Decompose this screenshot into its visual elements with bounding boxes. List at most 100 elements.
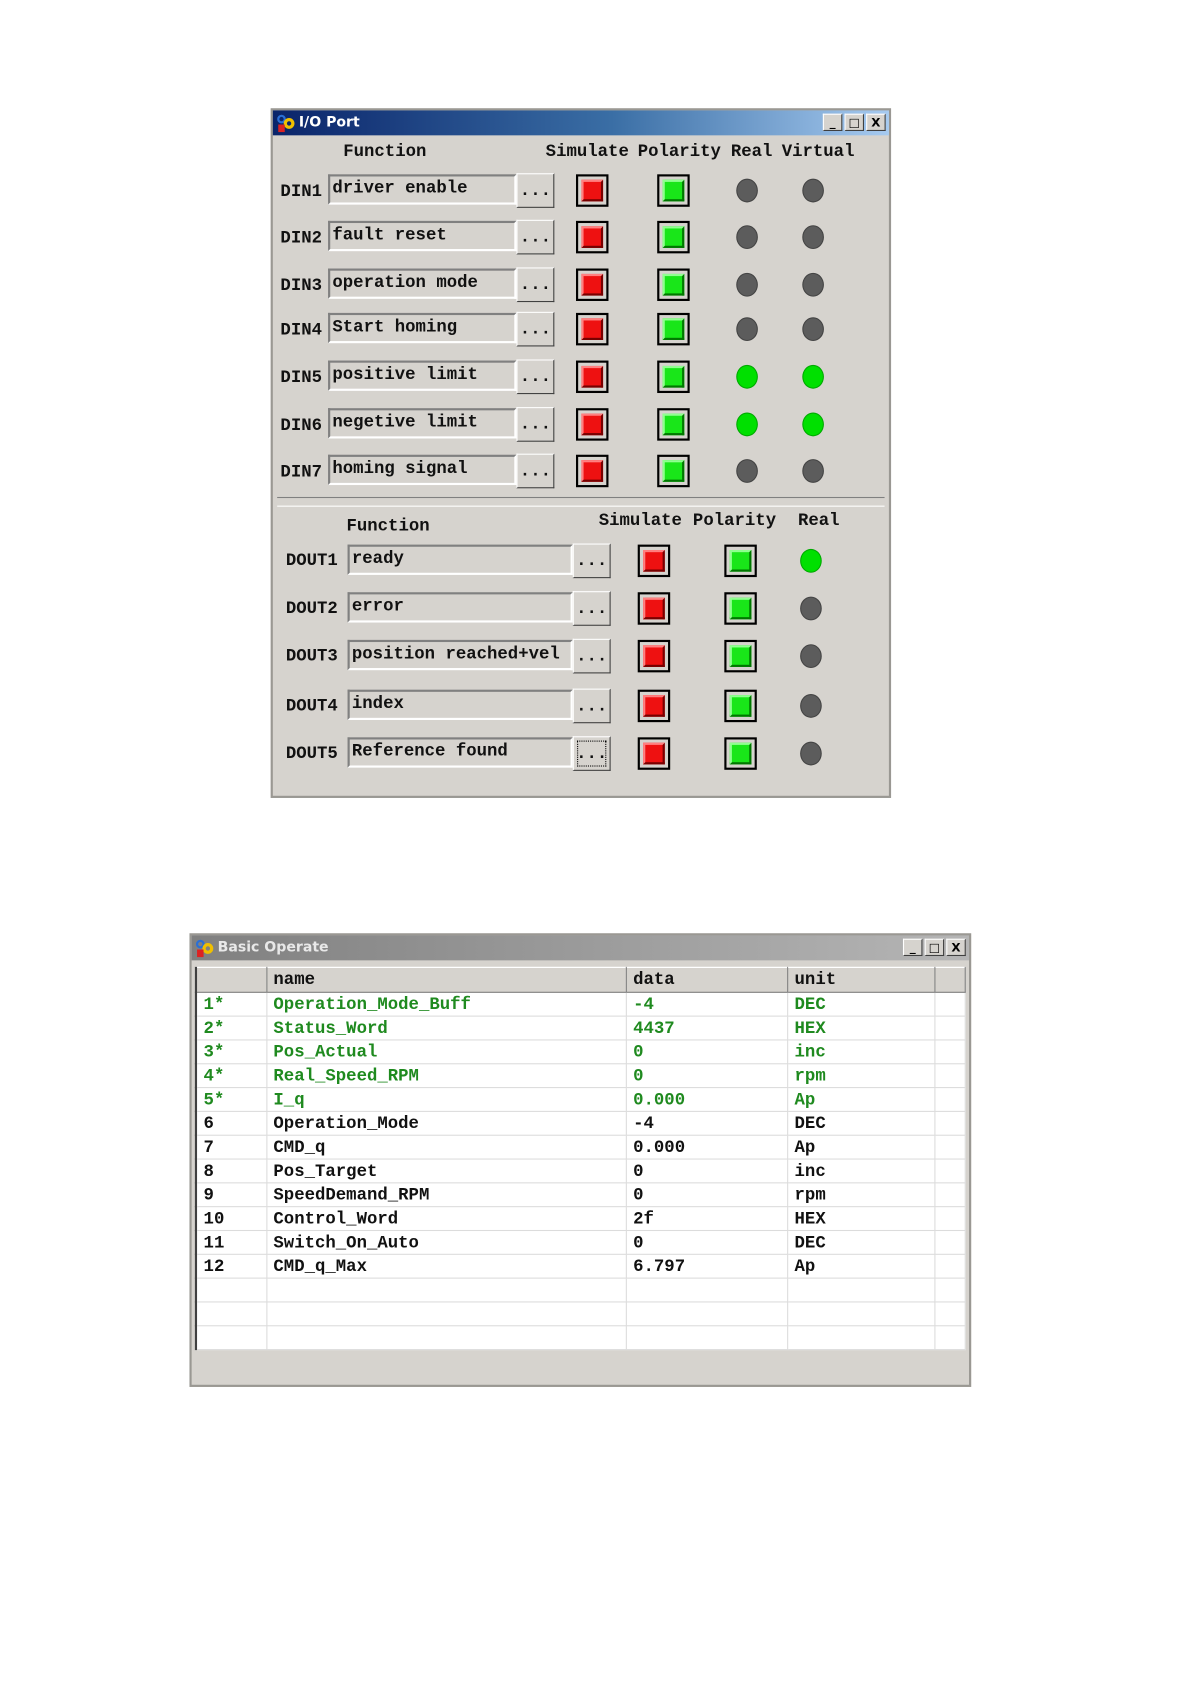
din-header-real: Real	[730, 141, 773, 162]
parameter-data[interactable]: 0.000	[625, 1134, 789, 1160]
parameter-data[interactable]: 0	[625, 1158, 789, 1184]
polarity-indicator	[729, 597, 752, 620]
dout-function-field[interactable]: Reference found	[347, 737, 573, 768]
din-real-led	[736, 272, 758, 297]
din-function-browse-button[interactable]: ...	[516, 219, 555, 255]
din-function-field[interactable]: negetive limit	[328, 408, 517, 439]
parameter-unit: inc	[786, 1158, 936, 1184]
parameter-data[interactable]: 0	[625, 1229, 789, 1255]
table-row[interactable]: 12 CMD_q_Max 6.797 Ap	[195, 1253, 966, 1279]
column-header-index[interactable]	[195, 966, 267, 993]
din-simulate-toggle[interactable]	[575, 174, 609, 207]
din-simulate-toggle[interactable]	[575, 360, 609, 394]
dout-polarity-toggle[interactable]	[724, 639, 757, 673]
dout-function-field[interactable]: index	[347, 689, 573, 720]
row-index: 6	[195, 1110, 267, 1136]
dout-simulate-toggle[interactable]	[637, 544, 671, 578]
table-row[interactable]: 4* Real_Speed_RPM 0 rpm	[195, 1063, 966, 1089]
din-function-field[interactable]: driver enable	[328, 174, 517, 205]
din-polarity-toggle[interactable]	[657, 408, 690, 441]
row-extra	[934, 1182, 966, 1208]
table-row[interactable]: 1* Operation_Mode_Buff -4 DEC	[195, 991, 966, 1017]
dout-function-browse-button[interactable]: ...	[572, 591, 611, 626]
dout-function-field[interactable]: position reached+vel	[347, 639, 573, 671]
din-polarity-toggle[interactable]	[657, 220, 690, 254]
table-row[interactable]: 5* I_q 0.000 Ap	[195, 1087, 966, 1112]
dout-simulate-toggle[interactable]	[637, 689, 671, 723]
io-port-titlebar[interactable]: I/O Port _ □ X	[272, 110, 889, 136]
parameter-data[interactable]: 0.000	[625, 1087, 789, 1112]
table-row[interactable]: 7 CMD_q 0.000 Ap	[195, 1134, 966, 1160]
polarity-indicator	[729, 695, 752, 717]
din-function-browse-button[interactable]: ...	[516, 453, 555, 489]
column-header-unit[interactable]: unit	[786, 966, 936, 993]
parameter-data[interactable]: 0	[625, 1039, 789, 1065]
dout-simulate-toggle[interactable]	[637, 737, 671, 770]
din-simulate-toggle[interactable]	[575, 408, 609, 441]
parameter-data[interactable]: 0	[625, 1063, 789, 1089]
din-polarity-toggle[interactable]	[657, 312, 690, 346]
din-simulate-toggle[interactable]	[575, 454, 609, 488]
maximize-button[interactable]: □	[924, 938, 945, 957]
din-function-browse-button[interactable]: ...	[516, 173, 555, 208]
din-polarity-toggle[interactable]	[657, 360, 690, 394]
din-function-field[interactable]: positive limit	[328, 360, 517, 391]
dout-function-browse-button[interactable]: ...	[572, 638, 611, 674]
parameter-name: I_q	[265, 1087, 627, 1112]
close-button[interactable]: X	[866, 113, 886, 132]
basic-operate-titlebar[interactable]: Basic Operate _ □ X	[191, 935, 970, 961]
table-row[interactable]: 9 SpeedDemand_RPM 0 rpm	[195, 1182, 966, 1208]
din-function-browse-button[interactable]: ...	[516, 359, 555, 395]
dout-function-browse-button[interactable]: ...	[572, 543, 611, 579]
din-function-field[interactable]: homing signal	[328, 454, 517, 486]
parameter-data[interactable]: -4	[625, 991, 789, 1017]
din-simulate-toggle[interactable]	[575, 268, 609, 301]
table-row[interactable]: 11 Switch_On_Auto 0 DEC	[195, 1229, 966, 1255]
dout-polarity-toggle[interactable]	[724, 592, 757, 625]
table-row[interactable]: 10 Control_Word 2f HEX	[195, 1206, 966, 1232]
table-row[interactable]: 8 Pos_Target 0 inc	[195, 1158, 966, 1184]
column-header-name[interactable]: name	[265, 966, 627, 993]
din-polarity-toggle[interactable]	[657, 454, 690, 488]
empty-cell	[625, 1325, 789, 1351]
dout-polarity-toggle[interactable]	[724, 544, 757, 578]
row-extra	[934, 1087, 966, 1112]
parameter-data[interactable]: 4437	[625, 1015, 789, 1041]
parameter-data[interactable]: 2f	[625, 1206, 789, 1232]
din-polarity-toggle[interactable]	[657, 174, 690, 207]
din-function-browse-button[interactable]: ...	[516, 311, 555, 347]
table-row[interactable]: 2* Status_Word 4437 HEX	[195, 1015, 966, 1041]
minimize-button[interactable]: _	[902, 938, 923, 957]
din-function-browse-button[interactable]: ...	[516, 267, 555, 303]
parameter-data[interactable]: 0	[625, 1182, 789, 1208]
din-simulate-toggle[interactable]	[575, 220, 609, 254]
simulate-indicator	[643, 550, 665, 572]
maximize-button[interactable]: □	[844, 113, 864, 132]
dout-function-browse-button[interactable]: ...	[572, 688, 611, 724]
dout-function-field[interactable]: error	[347, 592, 573, 623]
parameter-unit: inc	[786, 1039, 936, 1065]
parameter-data[interactable]: -4	[625, 1110, 789, 1136]
din-real-led	[736, 225, 758, 250]
din-function-field[interactable]: Start homing	[328, 312, 517, 344]
dout-simulate-toggle[interactable]	[637, 639, 671, 673]
table-row[interactable]: 3* Pos_Actual 0 inc	[195, 1039, 966, 1065]
simulate-indicator	[643, 597, 665, 620]
dout-simulate-toggle[interactable]	[637, 592, 671, 625]
parameter-data[interactable]: 6.797	[625, 1253, 789, 1279]
close-button[interactable]: X	[946, 938, 966, 957]
minimize-button[interactable]: _	[822, 113, 843, 132]
din-header-function: Function	[343, 141, 427, 162]
din-function-field[interactable]: operation mode	[328, 268, 517, 299]
dout-polarity-toggle[interactable]	[724, 737, 757, 770]
din-function-browse-button[interactable]: ...	[516, 407, 555, 442]
dout-function-browse-button[interactable]: ...	[572, 736, 611, 771]
row-extra	[934, 1158, 966, 1184]
dout-polarity-toggle[interactable]	[724, 689, 757, 723]
dout-function-field[interactable]: ready	[347, 544, 573, 575]
din-function-field[interactable]: fault reset	[328, 220, 517, 252]
din-simulate-toggle[interactable]	[575, 312, 609, 346]
table-row[interactable]: 6 Operation_Mode -4 DEC	[195, 1110, 966, 1136]
din-polarity-toggle[interactable]	[657, 268, 690, 301]
column-header-data[interactable]: data	[625, 966, 789, 993]
